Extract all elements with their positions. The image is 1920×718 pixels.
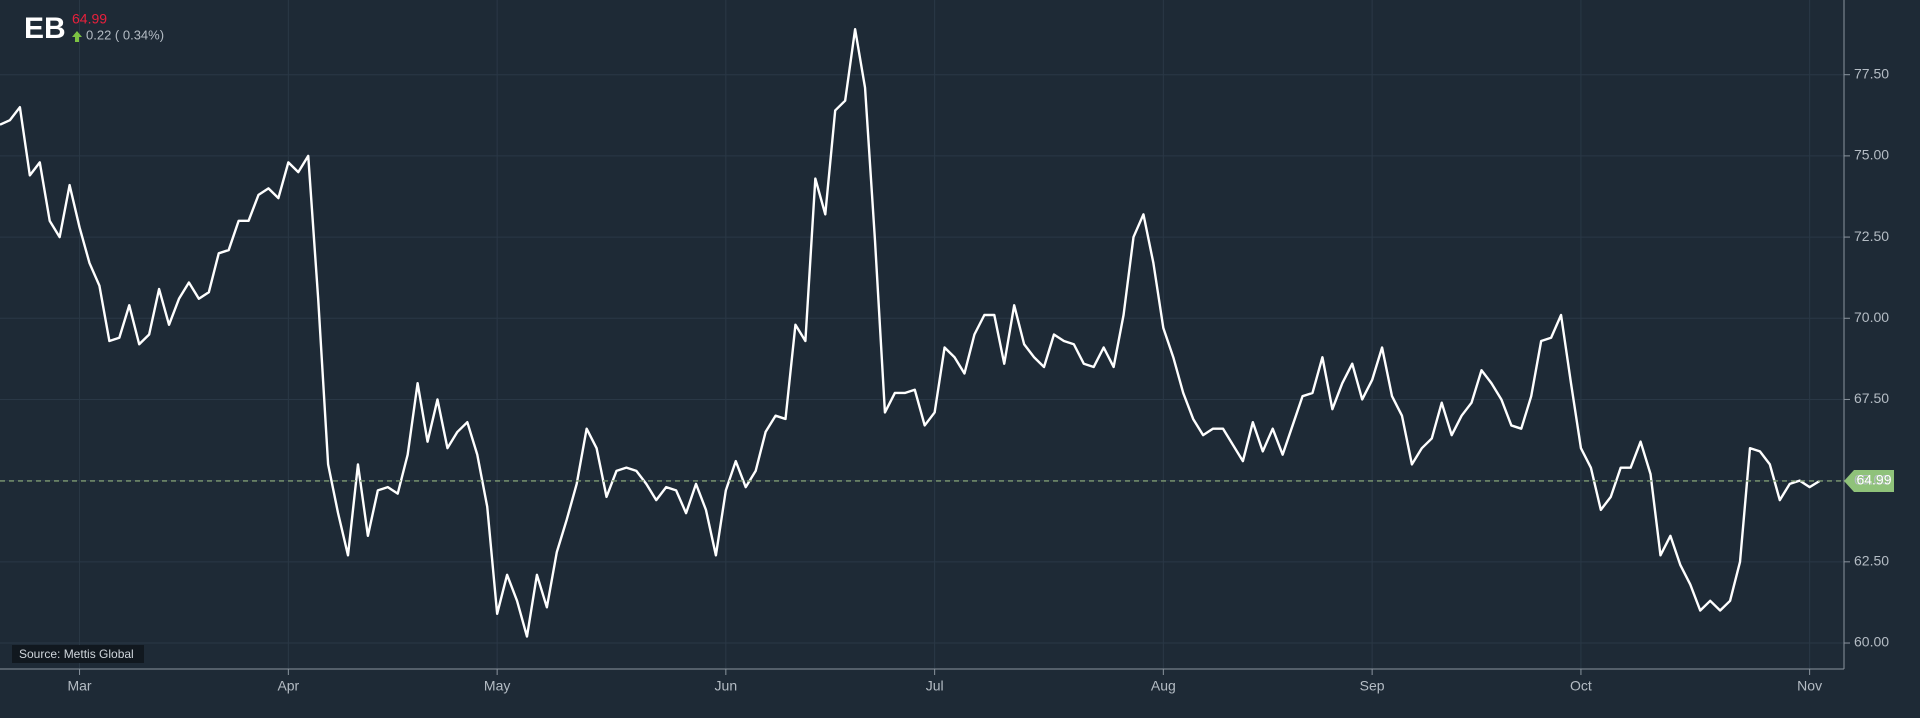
y-tick-label: 70.00 <box>1854 309 1889 325</box>
last-price-tag <box>1844 469 1894 492</box>
source-box <box>12 645 144 663</box>
y-tick-label: 72.50 <box>1854 228 1889 244</box>
plot <box>0 28 1894 638</box>
y-tick-label: 75.00 <box>1854 147 1889 163</box>
x-tick-label: Mar <box>67 678 91 694</box>
x-tick-label: Aug <box>1151 678 1176 694</box>
x-tick-label: Nov <box>1797 678 1822 694</box>
price: 64.99 <box>72 11 107 27</box>
y-tick-label: 65.00 <box>1854 471 1889 487</box>
x-tick-label: Sep <box>1360 678 1385 694</box>
y-tick-label: 67.50 <box>1854 390 1889 406</box>
up-arrow <box>72 31 82 42</box>
symbol: EB <box>24 12 66 45</box>
x-tick-label: Apr <box>277 678 299 694</box>
y-tick-label: 77.50 <box>1854 65 1889 81</box>
price-line <box>0 28 1821 638</box>
last-price-label: 64.99 <box>1856 472 1891 488</box>
x-tick-label: Oct <box>1570 678 1592 694</box>
x-tick-label: Jun <box>715 678 738 694</box>
grid <box>0 0 1850 675</box>
y-tick-label: 60.00 <box>1854 634 1889 650</box>
source: Source: Mettis Global <box>19 647 134 661</box>
x-tick-label: May <box>484 678 510 694</box>
y-tick-label: 62.50 <box>1854 553 1889 569</box>
change: 0.22 ( 0.34%) <box>86 27 164 42</box>
x-tick-label: Jul <box>926 678 944 694</box>
